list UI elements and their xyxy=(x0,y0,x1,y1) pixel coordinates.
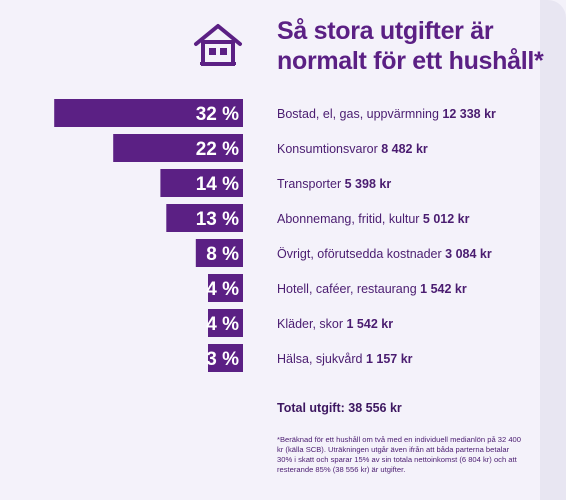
bar-value-label: 22 % xyxy=(196,139,239,160)
chart-title: Så stora utgifter är normalt för ett hus… xyxy=(277,17,544,75)
category-label: Hotell, caféer, restaurang 1 542 kr xyxy=(277,282,467,296)
footnote: *Beräknad för ett hushåll om två med en … xyxy=(277,435,521,474)
house-icon xyxy=(192,22,244,68)
bar xyxy=(195,239,243,267)
category-amount: 1 542 kr xyxy=(420,282,467,296)
category-label: Övrigt, oförutsedda kostnader 3 084 kr xyxy=(277,247,492,261)
bar xyxy=(208,274,243,302)
bar-value-label: 32 % xyxy=(196,104,239,125)
category-amount: 12 338 kr xyxy=(442,107,496,121)
category-label: Kläder, skor 1 542 kr xyxy=(277,317,393,331)
category-label: Abonnemang, fritid, kultur 5 012 kr xyxy=(277,212,470,226)
category-label: Konsumtionsvaror 8 482 kr xyxy=(277,142,428,156)
bar-value-label: 3 % xyxy=(206,349,239,370)
bar xyxy=(160,169,243,197)
bar xyxy=(166,204,243,232)
bar-value-label: 13 % xyxy=(196,209,239,230)
category-label: Transporter 5 398 kr xyxy=(277,177,391,191)
bar-value-label: 8 % xyxy=(206,244,239,265)
bar xyxy=(208,344,243,372)
category-amount: 1 542 kr xyxy=(346,317,393,331)
category-amount: 5 012 kr xyxy=(423,212,470,226)
category-amount: 8 482 kr xyxy=(381,142,428,156)
total-expense: Total utgift: 38 556 kr xyxy=(277,401,402,415)
category-label: Bostad, el, gas, uppvärmning 12 338 kr xyxy=(277,107,496,121)
bar-chart: 32 % Bostad, el, gas, uppvärmning 12 338 … xyxy=(54,99,496,372)
bar-value-label: 14 % xyxy=(196,174,239,195)
bar-value-label: 4 % xyxy=(206,314,239,335)
category-amount: 1 157 kr xyxy=(366,352,413,366)
category-amount: 3 084 kr xyxy=(445,247,492,261)
bar xyxy=(113,134,243,162)
bar xyxy=(208,309,243,337)
category-label: Hälsa, sjukvård 1 157 kr xyxy=(277,352,413,366)
category-amount: 5 398 kr xyxy=(345,177,392,191)
bar xyxy=(54,99,244,127)
bar-value-label: 4 % xyxy=(206,279,239,300)
card-edge xyxy=(540,0,566,500)
